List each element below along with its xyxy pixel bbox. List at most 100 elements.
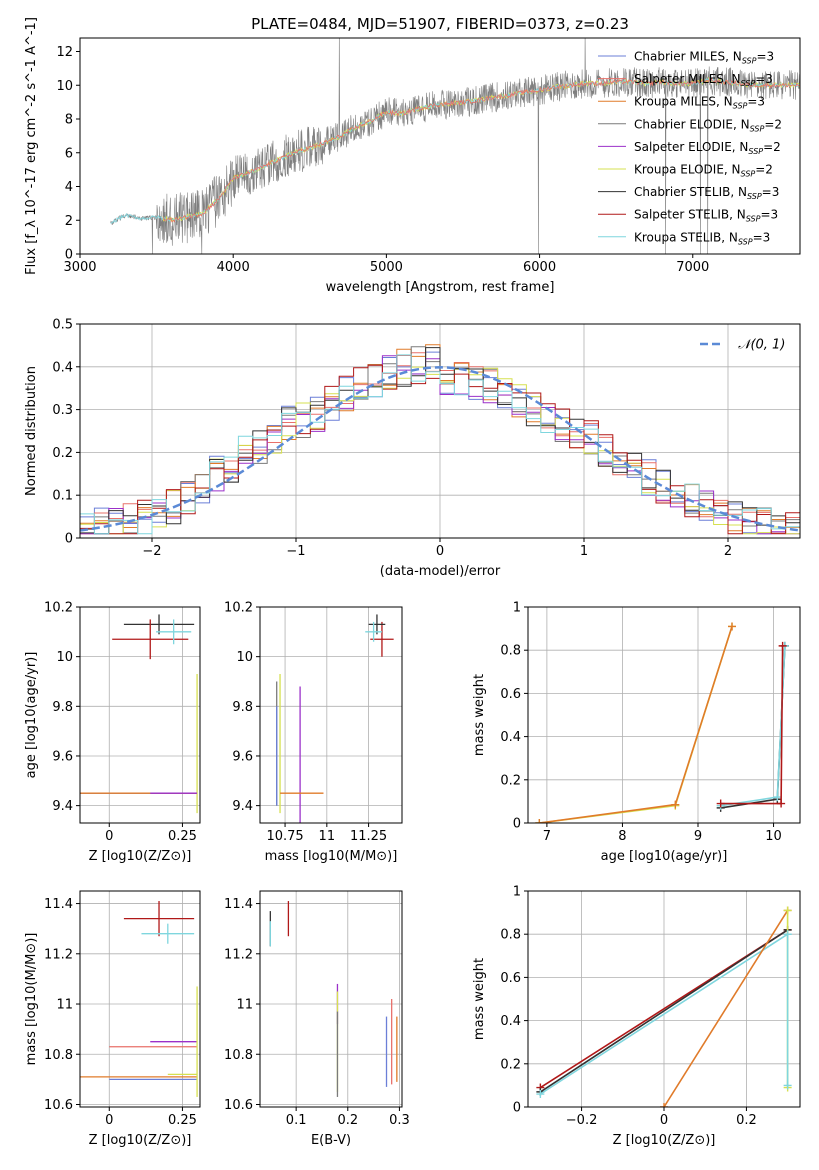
plot-area-age-vs-Z [80, 614, 198, 814]
weight-point-marker [728, 622, 736, 631]
legend-entry: 𝒩(0, 1) [738, 338, 785, 353]
legend-entry: Chabrier ELODIE, NSSP=2 [634, 117, 782, 133]
panel-weight-vs-age: 7 8 9 10 0 0.2 0.4 0.6 0.8 1 age [log10(age/yr)] ma… [472, 601, 801, 864]
x-tick-label: 0.2 [337, 1113, 358, 1128]
weight-point-marker [778, 641, 787, 650]
y-tick-label: 10 [56, 79, 73, 94]
x-axis-label: Z [log10(Z/Z⊙)] [89, 1133, 192, 1148]
weight-point-marker [783, 906, 792, 915]
y-tick-label: 2 [65, 214, 73, 229]
y-axis-label: mass weight [472, 674, 487, 756]
y-tick-label: 0 [513, 1101, 521, 1116]
weight-series-line [720, 645, 786, 807]
y-tick-label: 10.2 [224, 601, 253, 616]
x-tick-label: 0 [105, 829, 113, 844]
plot-area-mass-vs-Z [80, 901, 198, 1097]
y-tick-label: 10.2 [44, 601, 73, 616]
y-tick-label: 0.4 [500, 1014, 521, 1029]
x-tick-label: −2 [142, 544, 161, 559]
y-tick-label: 10.6 [44, 1098, 73, 1113]
weight-point-marker [783, 930, 792, 939]
y-tick-label: 0.5 [52, 318, 73, 333]
y-tick-label: 10.8 [224, 1048, 253, 1063]
x-tick-label: 5000 [370, 260, 403, 275]
y-tick-label: 12 [56, 45, 73, 60]
y-tick-label: 0.8 [500, 644, 521, 659]
plot-area-age-vs-mass [276, 614, 394, 823]
x-axis-label: wavelength [Angstrom, rest frame] [326, 280, 555, 295]
x-tick-label: 11.25 [350, 829, 387, 844]
legend-entry: Kroupa STELIB, NSSP=3 [634, 230, 770, 246]
y-axis-label: mass weight [472, 958, 487, 1040]
panel-mass-vs-EBV: 0.1 0.2 0.3 10.6 10.8 11 11.2 11.4 E(B-V) [224, 890, 410, 1148]
y-axis-label: Flux [f_λ 10^-17 erg cm^-2 s^-1 A^-1] [24, 17, 39, 275]
spectrum-model-line [162, 76, 800, 223]
y-tick-label: 0.4 [500, 730, 521, 745]
y-tick-label: 0.8 [500, 928, 521, 943]
x-tick-label: 6000 [523, 260, 556, 275]
y-tick-label: 0.2 [500, 773, 521, 788]
y-tick-label: 10.6 [224, 1098, 253, 1113]
y-tick-label: 1 [513, 601, 521, 616]
panel-spectrum: 3000 4000 5000 6000 7000 0 2 4 6 8 10 12 wavelength … [24, 17, 801, 295]
y-tick-label: 4 [65, 180, 73, 195]
panels: 3000 4000 5000 6000 7000024681012wavelength … [24, 17, 801, 1148]
y-tick-label: 9.6 [232, 749, 253, 764]
x-tick-label: 2 [724, 544, 732, 559]
weight-series-line [539, 933, 789, 1095]
histogram-step-line [80, 354, 800, 535]
plot-area-weight-vs-Z [536, 906, 792, 1107]
axes-frame [79, 606, 201, 824]
plot-area-residuals [80, 344, 800, 535]
y-tick-label: 11 [56, 998, 73, 1013]
weight-point-marker [536, 1090, 545, 1099]
y-tick-label: 0.1 [52, 489, 73, 504]
axes-frame [259, 606, 403, 824]
x-tick-label: 0.3 [389, 1113, 410, 1128]
weight-series-line [720, 645, 786, 809]
normal-reference-curve [80, 366, 800, 532]
axes-frame [79, 890, 201, 1108]
x-tick-label: 10 [765, 829, 782, 844]
panel-weight-vs-Z: −0.2 0 0.2 0 0.2 0.4 0.6 0.8 1 Z [log10(Z/Z⊙)] mas… [472, 885, 801, 1148]
panel-residuals: −2 −1 0 1 2 0 0.1 0.2 0.3 0.4 0.5 (data-model)/erro… [24, 318, 801, 579]
legend-entry: Kroupa ELODIE, NSSP=2 [634, 163, 773, 179]
x-tick-label: 8 [618, 829, 626, 844]
x-axis-label: mass [log10(M/M⊙)] [265, 849, 398, 864]
x-tick-label: −1 [286, 544, 305, 559]
axes-frame [79, 37, 801, 255]
x-tick-label: 3000 [63, 260, 96, 275]
y-tick-label: 0.2 [500, 1057, 521, 1072]
weight-series-line [539, 929, 789, 1093]
y-tick-label: 0.6 [500, 971, 521, 986]
weight-point-marker [773, 793, 782, 802]
y-tick-label: 9.4 [232, 799, 253, 814]
y-tick-label: 10.8 [44, 1048, 73, 1063]
y-tick-label: 6 [65, 146, 73, 161]
x-tick-label: 11 [319, 829, 336, 844]
y-tick-label: 9.6 [52, 749, 73, 764]
y-tick-label: 11.4 [44, 897, 73, 912]
y-tick-label: 0 [65, 248, 73, 263]
legend-entry: Salpeter MILES, NSSP=3 [634, 72, 773, 88]
legend-entry: Chabrier MILES, NSSP=3 [634, 50, 774, 66]
weight-point-marker [660, 1103, 668, 1107]
x-tick-label: 0 [436, 544, 444, 559]
y-tick-label: 0 [513, 817, 521, 832]
figure-title: PLATE=0484, MJD=51907, FIBERID=0373, z=0… [251, 15, 629, 33]
legend-entry: Chabrier STELIB, NSSP=3 [634, 185, 779, 201]
y-tick-label: 0.2 [52, 446, 73, 461]
x-tick-label: 10.75 [266, 829, 303, 844]
y-axis-label: Normed distribution [24, 366, 39, 496]
panel-age-vs-mass: 10.75 11 11.25 9.4 9.6 9.8 10 10.2 mass [log10(M… [224, 601, 403, 864]
y-tick-label: 0 [65, 532, 73, 547]
panel-mass-vs-Z: 0 0.25 10.6 10.8 11 11.2 11.4 Z [log10(Z/Z⊙)] ma… [24, 890, 201, 1148]
y-tick-label: 8 [65, 113, 73, 128]
plot-area-mass-vs-EBV [269, 901, 398, 1097]
weight-series-line [663, 909, 789, 1107]
y-tick-label: 1 [513, 885, 521, 900]
weight-point-marker [716, 799, 725, 808]
weight-point-marker [777, 799, 786, 808]
weight-point-marker [671, 800, 680, 809]
